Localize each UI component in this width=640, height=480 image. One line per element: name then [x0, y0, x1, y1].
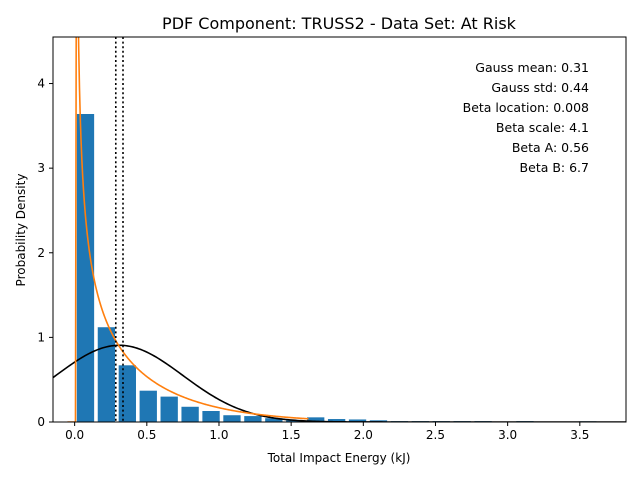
histogram-bar	[139, 390, 157, 422]
fit-parameter-label: Beta scale: 4.1	[496, 120, 589, 135]
histogram-bar	[244, 416, 262, 422]
fit-parameter-label: Gauss std: 0.44	[491, 80, 589, 95]
chart-title: PDF Component: TRUSS2 - Data Set: At Ris…	[162, 14, 517, 33]
x-axis-ticks: 0.0 0.5 1.0 1.5 2.0 2.5 3.0 3.5	[65, 422, 589, 442]
fit-parameter-label: Beta A: 0.56	[512, 140, 589, 155]
histogram-bars	[76, 114, 597, 422]
x-tick-label: 2.0	[354, 428, 373, 442]
plot-area	[53, 37, 626, 422]
histogram-bar	[118, 365, 136, 422]
histogram-bar	[348, 419, 367, 422]
fit-parameter-label: Gauss mean: 0.31	[475, 60, 589, 75]
y-tick-label: 1	[37, 330, 45, 344]
x-tick-label: 2.5	[426, 428, 445, 442]
y-axis-label: Probability Density	[14, 174, 28, 287]
y-tick-label: 0	[37, 415, 45, 429]
x-axis-label: Total Impact Energy (kJ)	[267, 451, 411, 465]
y-tick-label: 2	[37, 246, 45, 260]
x-tick-label: 0.5	[137, 428, 156, 442]
x-tick-label: 1.5	[282, 428, 301, 442]
histogram-bar	[97, 327, 116, 422]
gauss-fit-line	[53, 344, 626, 422]
x-tick-label: 0.0	[65, 428, 84, 442]
x-tick-label: 1.0	[209, 428, 228, 442]
axes-frame	[52, 36, 627, 423]
histogram-bar	[327, 419, 346, 422]
x-tick-label: 3.0	[498, 428, 517, 442]
fit-parameters: Gauss mean: 0.31 Gauss std: 0.44 Beta loca…	[463, 60, 589, 175]
histogram-bar	[223, 415, 241, 422]
y-tick-label: 4	[37, 77, 45, 91]
histogram-bar	[181, 406, 199, 422]
y-axis-ticks: 0 1 2 3 4	[37, 77, 53, 429]
histogram-bar	[265, 418, 283, 422]
histogram-bar	[202, 411, 220, 422]
y-tick-label: 3	[37, 161, 45, 175]
x-tick-label: 3.5	[570, 428, 589, 442]
histogram-bar	[286, 420, 304, 422]
reference-lines	[114, 37, 124, 422]
fit-parameter-label: Beta location: 0.008	[463, 100, 589, 115]
histogram-bar	[369, 420, 388, 422]
fit-parameter-label: Beta B: 6.7	[520, 160, 589, 175]
beta-fit-line	[67, 37, 309, 422]
histogram-bar	[76, 114, 95, 422]
histogram-bar	[307, 417, 325, 422]
histogram-bar	[160, 396, 178, 422]
